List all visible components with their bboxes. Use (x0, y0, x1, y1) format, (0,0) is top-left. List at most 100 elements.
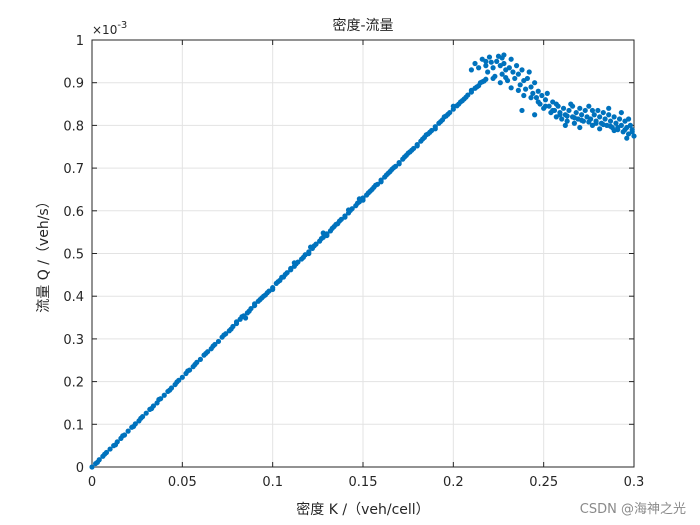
axis-ticks: 0 0.05 0.1 0.15 0.2 0.25 0.3 0 0.1 0.2 0.3 0.4 0.5 0.… (63, 34, 644, 490)
data-point (112, 442, 119, 448)
data-point (622, 127, 628, 133)
data-point (252, 301, 258, 307)
data-point (606, 105, 612, 111)
data-point (519, 107, 525, 114)
data-point (279, 274, 285, 281)
data-point (360, 197, 366, 203)
data-point (391, 165, 397, 171)
data-point (564, 118, 570, 124)
y-tick-label: 0.3 (63, 333, 84, 348)
y-axis-label: 流量 Q /（veh/s） (36, 194, 52, 312)
data-point (542, 103, 549, 109)
data-point (593, 120, 599, 126)
data-point (615, 124, 621, 131)
data-point (613, 120, 619, 126)
x-axis-label: 密度 K /（veh/cell） (296, 501, 429, 518)
data-point (203, 350, 209, 357)
data-point (459, 98, 465, 104)
data-point (474, 84, 480, 90)
data-point (179, 374, 185, 380)
data-point (401, 154, 408, 160)
data-point (562, 122, 568, 128)
data-point (156, 396, 162, 403)
data-point (409, 147, 415, 153)
data-point (532, 80, 538, 86)
data-point (485, 69, 491, 75)
data-point (566, 107, 572, 114)
data-point (192, 361, 198, 368)
data-point (600, 121, 606, 128)
data-point (257, 297, 263, 303)
data-point (624, 135, 630, 141)
data-point (512, 75, 518, 82)
data-point (300, 254, 306, 260)
data-point (559, 116, 565, 122)
data-point (456, 101, 462, 107)
data-point (494, 58, 500, 64)
y-multiplier-base: ×10 (92, 23, 117, 37)
data-point (333, 221, 339, 228)
y-tick-label: 0.8 (63, 119, 84, 134)
data-point (445, 111, 451, 117)
data-point (490, 75, 496, 82)
data-point (324, 232, 330, 239)
data-point (618, 109, 624, 116)
data-point (438, 118, 444, 125)
data-point (89, 464, 95, 470)
data-point (530, 90, 536, 96)
data-point (597, 114, 603, 120)
data-point (246, 308, 252, 314)
data-point (582, 107, 588, 114)
x-tick-label: 0.2 (443, 475, 464, 490)
data-point (477, 80, 484, 86)
data-point (579, 112, 585, 118)
data-point (138, 415, 144, 421)
data-point (432, 126, 438, 132)
data-point (450, 103, 456, 109)
data-point (611, 114, 617, 120)
data-point (468, 87, 474, 93)
data-point (291, 260, 297, 266)
data-point (483, 58, 489, 64)
data-point (264, 290, 270, 296)
data-point (197, 356, 203, 362)
data-point (546, 103, 552, 109)
data-point (174, 379, 180, 385)
data-point (571, 120, 577, 126)
data-point (503, 74, 509, 81)
data-point (161, 392, 167, 398)
data-point (571, 115, 577, 121)
data-point (528, 95, 534, 101)
y-axis-multiplier: ×10-3 (92, 20, 127, 37)
y-tick-label: 0.7 (63, 162, 84, 177)
data-point (517, 82, 523, 88)
data-point (107, 446, 113, 452)
chart-title: 密度-流量 (332, 17, 393, 34)
data-point (270, 286, 276, 292)
x-tick-label: 0.15 (349, 475, 378, 490)
y-tick-label: 0.2 (63, 376, 84, 391)
data-point (387, 168, 393, 175)
data-point (282, 271, 288, 278)
data-point (616, 116, 623, 122)
data-point (472, 60, 478, 67)
data-point (499, 55, 505, 61)
data-point (490, 65, 496, 71)
x-tick-label: 0.25 (529, 475, 558, 490)
data-point (523, 86, 529, 92)
data-point (586, 119, 592, 125)
data-point (483, 63, 489, 69)
data-point (553, 101, 559, 107)
y-tick-label: 0.1 (63, 418, 84, 433)
data-point (539, 92, 545, 99)
data-point (383, 172, 390, 178)
data-point (468, 67, 474, 73)
data-point (427, 129, 433, 135)
data-point (102, 451, 108, 457)
x-tick-label: 0 (88, 475, 96, 490)
data-point (373, 182, 379, 188)
y-tick-label: 0.4 (63, 290, 84, 305)
data-point (625, 116, 632, 122)
data-point (486, 54, 493, 60)
